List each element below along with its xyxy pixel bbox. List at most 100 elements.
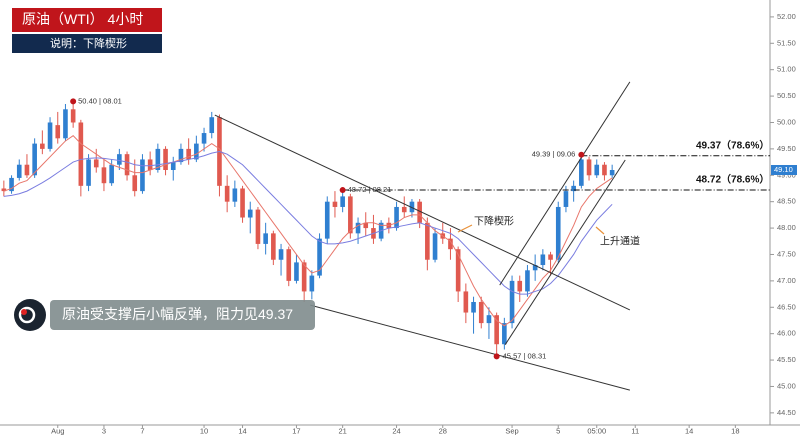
trend-arrow xyxy=(457,224,473,233)
x-tick-label: Sep xyxy=(505,426,518,435)
pivot-point xyxy=(70,98,77,105)
candle-body xyxy=(579,159,584,186)
y-tick-label: 51.00 xyxy=(777,65,796,74)
candle-body xyxy=(355,222,361,234)
candle-body xyxy=(32,143,37,176)
pivot-point xyxy=(578,151,585,158)
note-icon-ring xyxy=(18,306,36,324)
candle-body xyxy=(170,162,176,170)
level-label: 49.37（78.6%） xyxy=(696,138,769,151)
candle-body xyxy=(178,148,184,163)
trend-label: 上升通道 xyxy=(600,235,640,248)
y-tick-label: 45.00 xyxy=(777,381,796,390)
candle-body xyxy=(124,154,130,176)
candle-body xyxy=(1,188,7,192)
candle-body xyxy=(47,122,53,149)
candle-body xyxy=(594,164,600,176)
candle-body xyxy=(209,117,215,134)
y-tick-label: 50.00 xyxy=(777,117,796,126)
pivot-label: 48.72 | 08.21 xyxy=(348,185,392,194)
note-icon xyxy=(14,299,46,331)
trend-line xyxy=(310,304,630,391)
candle-body xyxy=(70,109,76,123)
candle-body xyxy=(24,164,30,176)
candle-body xyxy=(109,164,114,184)
candle-body xyxy=(494,315,499,345)
candle-body xyxy=(194,143,199,160)
candle-body xyxy=(571,185,576,192)
candle-body xyxy=(224,185,230,202)
candle-body xyxy=(101,167,107,184)
x-tick-label: 18 xyxy=(731,426,739,435)
y-tick-label: 47.50 xyxy=(777,249,796,258)
candle-body xyxy=(147,159,153,170)
candle-body xyxy=(63,109,68,139)
candle-body xyxy=(517,280,523,292)
y-tick-label: 50.50 xyxy=(777,91,796,100)
candle-body xyxy=(425,222,430,260)
candle-body xyxy=(186,148,191,160)
candle-body xyxy=(455,249,461,292)
candle-body xyxy=(78,122,84,186)
candle-body xyxy=(417,201,422,223)
candle-body xyxy=(55,125,61,139)
y-tick-label: 45.50 xyxy=(777,355,796,364)
candle-body xyxy=(140,159,145,192)
candle-body xyxy=(340,196,345,207)
chart-subtitle: 说明：下降楔形 xyxy=(50,36,127,50)
moving-average xyxy=(3,151,613,295)
candle-body xyxy=(409,201,415,213)
y-tick-label: 46.50 xyxy=(777,302,796,311)
candle-body xyxy=(525,270,530,292)
candle-body xyxy=(540,254,546,266)
y-tick-label: 48.00 xyxy=(777,223,796,232)
candle-body xyxy=(555,206,561,260)
pivot-point xyxy=(493,353,500,360)
note-text: 原油受支撑后小幅反弹，阻力见49.37 xyxy=(62,306,293,322)
pivot-label: 49.39 | 09.06 xyxy=(532,150,576,159)
candle-body xyxy=(602,164,607,176)
candle-body xyxy=(240,188,245,218)
candle-body xyxy=(348,196,353,234)
pivot-label: 50.40 | 08.01 xyxy=(78,96,122,105)
candle-body xyxy=(93,159,99,168)
candle-body xyxy=(486,315,492,324)
candle-body xyxy=(548,254,553,260)
y-tick-label: 46.00 xyxy=(777,329,796,338)
candle-body xyxy=(255,209,261,244)
candle-body xyxy=(40,143,45,149)
note-icon-dot xyxy=(21,309,27,315)
x-tick-label: 7 xyxy=(140,426,144,435)
trend-line xyxy=(499,81,631,286)
x-tick-label: 5 xyxy=(556,426,560,435)
candle-body xyxy=(463,291,469,313)
candle-body xyxy=(263,233,268,244)
candle-body xyxy=(163,148,168,170)
x-tick-label: 17 xyxy=(292,426,300,435)
candle-body xyxy=(309,275,315,292)
moving-average xyxy=(3,135,613,327)
candle-body xyxy=(563,191,569,207)
candle-body xyxy=(232,188,238,202)
candle-body xyxy=(363,222,369,229)
x-tick-label: 14 xyxy=(685,426,693,435)
candle-body xyxy=(324,201,330,239)
candle-body xyxy=(532,265,538,271)
x-tick-label: 24 xyxy=(392,426,400,435)
candle-body xyxy=(9,177,14,192)
trend-line xyxy=(504,159,626,346)
title-box xyxy=(12,8,162,32)
x-tick-label: 10 xyxy=(200,426,208,435)
x-tick-label: 21 xyxy=(338,426,346,435)
y-tick-label: 47.00 xyxy=(777,276,796,285)
candle-body xyxy=(401,206,407,213)
candle-body xyxy=(155,148,161,170)
candle-body xyxy=(509,280,515,324)
candle-body xyxy=(117,154,122,165)
candle-body xyxy=(448,238,453,250)
candle-body xyxy=(317,238,322,276)
candle-body xyxy=(332,201,338,207)
price-tag-label: 49.10 xyxy=(774,165,793,174)
x-tick-label: 14 xyxy=(238,426,246,435)
